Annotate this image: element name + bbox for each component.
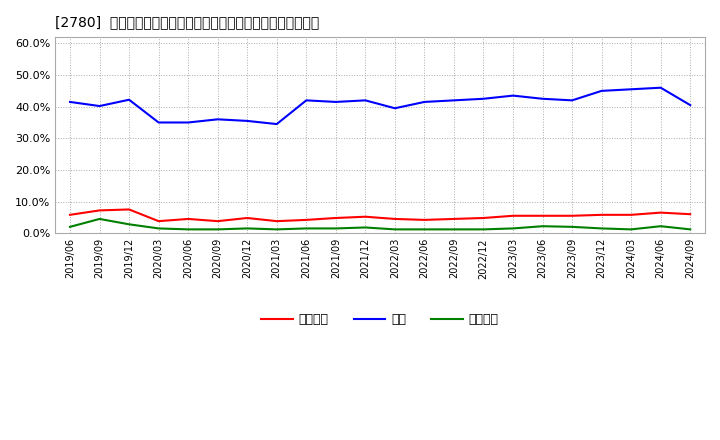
Line: 在庫: 在庫 xyxy=(70,88,690,124)
在庫 xyxy=(568,98,577,103)
売上債権 xyxy=(331,215,340,220)
売上債権 xyxy=(598,212,606,217)
在庫 xyxy=(480,96,488,101)
売上債権 xyxy=(272,219,281,224)
在庫 xyxy=(125,97,133,103)
売上債権 xyxy=(361,214,369,220)
買入債務 xyxy=(480,227,488,232)
売上債権 xyxy=(184,216,192,222)
在庫 xyxy=(627,87,636,92)
買入債務 xyxy=(243,226,251,231)
在庫 xyxy=(361,98,369,103)
買入債務 xyxy=(66,224,74,230)
買入債務 xyxy=(95,216,104,222)
Line: 買入債務: 買入債務 xyxy=(70,219,690,229)
売上債権 xyxy=(509,213,518,218)
売上債権 xyxy=(657,210,665,215)
買入債務 xyxy=(449,227,458,232)
売上債権 xyxy=(420,217,428,223)
買入債務 xyxy=(361,225,369,230)
買入債務 xyxy=(184,227,192,232)
在庫 xyxy=(598,88,606,94)
在庫 xyxy=(302,98,310,103)
買入債務 xyxy=(568,224,577,230)
売上債権 xyxy=(66,212,74,217)
売上債権 xyxy=(686,212,695,217)
買入債務 xyxy=(154,226,163,231)
売上債権 xyxy=(449,216,458,222)
在庫 xyxy=(539,96,547,101)
売上債権 xyxy=(95,208,104,213)
売上債権 xyxy=(539,213,547,218)
在庫 xyxy=(449,98,458,103)
Line: 売上債権: 売上債権 xyxy=(70,209,690,221)
買入債務 xyxy=(390,227,399,232)
買入債務 xyxy=(331,226,340,231)
買入債務 xyxy=(539,224,547,229)
在庫 xyxy=(184,120,192,125)
Text: [2780]  売上債権、在庫、買入債務の総資産に対する比率の推移: [2780] 売上債権、在庫、買入債務の総資産に対する比率の推移 xyxy=(55,15,320,29)
買入債務 xyxy=(125,222,133,227)
在庫 xyxy=(154,120,163,125)
Legend: 売上債権, 在庫, 買入債務: 売上債権, 在庫, 買入債務 xyxy=(256,308,504,331)
買入債務 xyxy=(627,227,636,232)
売上債権 xyxy=(243,215,251,220)
売上債権 xyxy=(154,219,163,224)
売上債権 xyxy=(568,213,577,218)
在庫 xyxy=(213,117,222,122)
売上債権 xyxy=(213,219,222,224)
売上債権 xyxy=(125,207,133,212)
買入債務 xyxy=(420,227,428,232)
在庫 xyxy=(95,103,104,109)
在庫 xyxy=(390,106,399,111)
在庫 xyxy=(686,103,695,108)
買入債務 xyxy=(272,227,281,232)
在庫 xyxy=(657,85,665,90)
在庫 xyxy=(66,99,74,105)
在庫 xyxy=(509,93,518,98)
売上債権 xyxy=(627,212,636,217)
買入債務 xyxy=(598,226,606,231)
売上債権 xyxy=(390,216,399,222)
買入債務 xyxy=(657,224,665,229)
在庫 xyxy=(420,99,428,105)
買入債務 xyxy=(302,226,310,231)
在庫 xyxy=(243,118,251,124)
売上債権 xyxy=(480,215,488,220)
在庫 xyxy=(331,99,340,105)
買入債務 xyxy=(509,226,518,231)
在庫 xyxy=(272,121,281,127)
買入債務 xyxy=(213,227,222,232)
買入債務 xyxy=(686,227,695,232)
売上債権 xyxy=(302,217,310,223)
